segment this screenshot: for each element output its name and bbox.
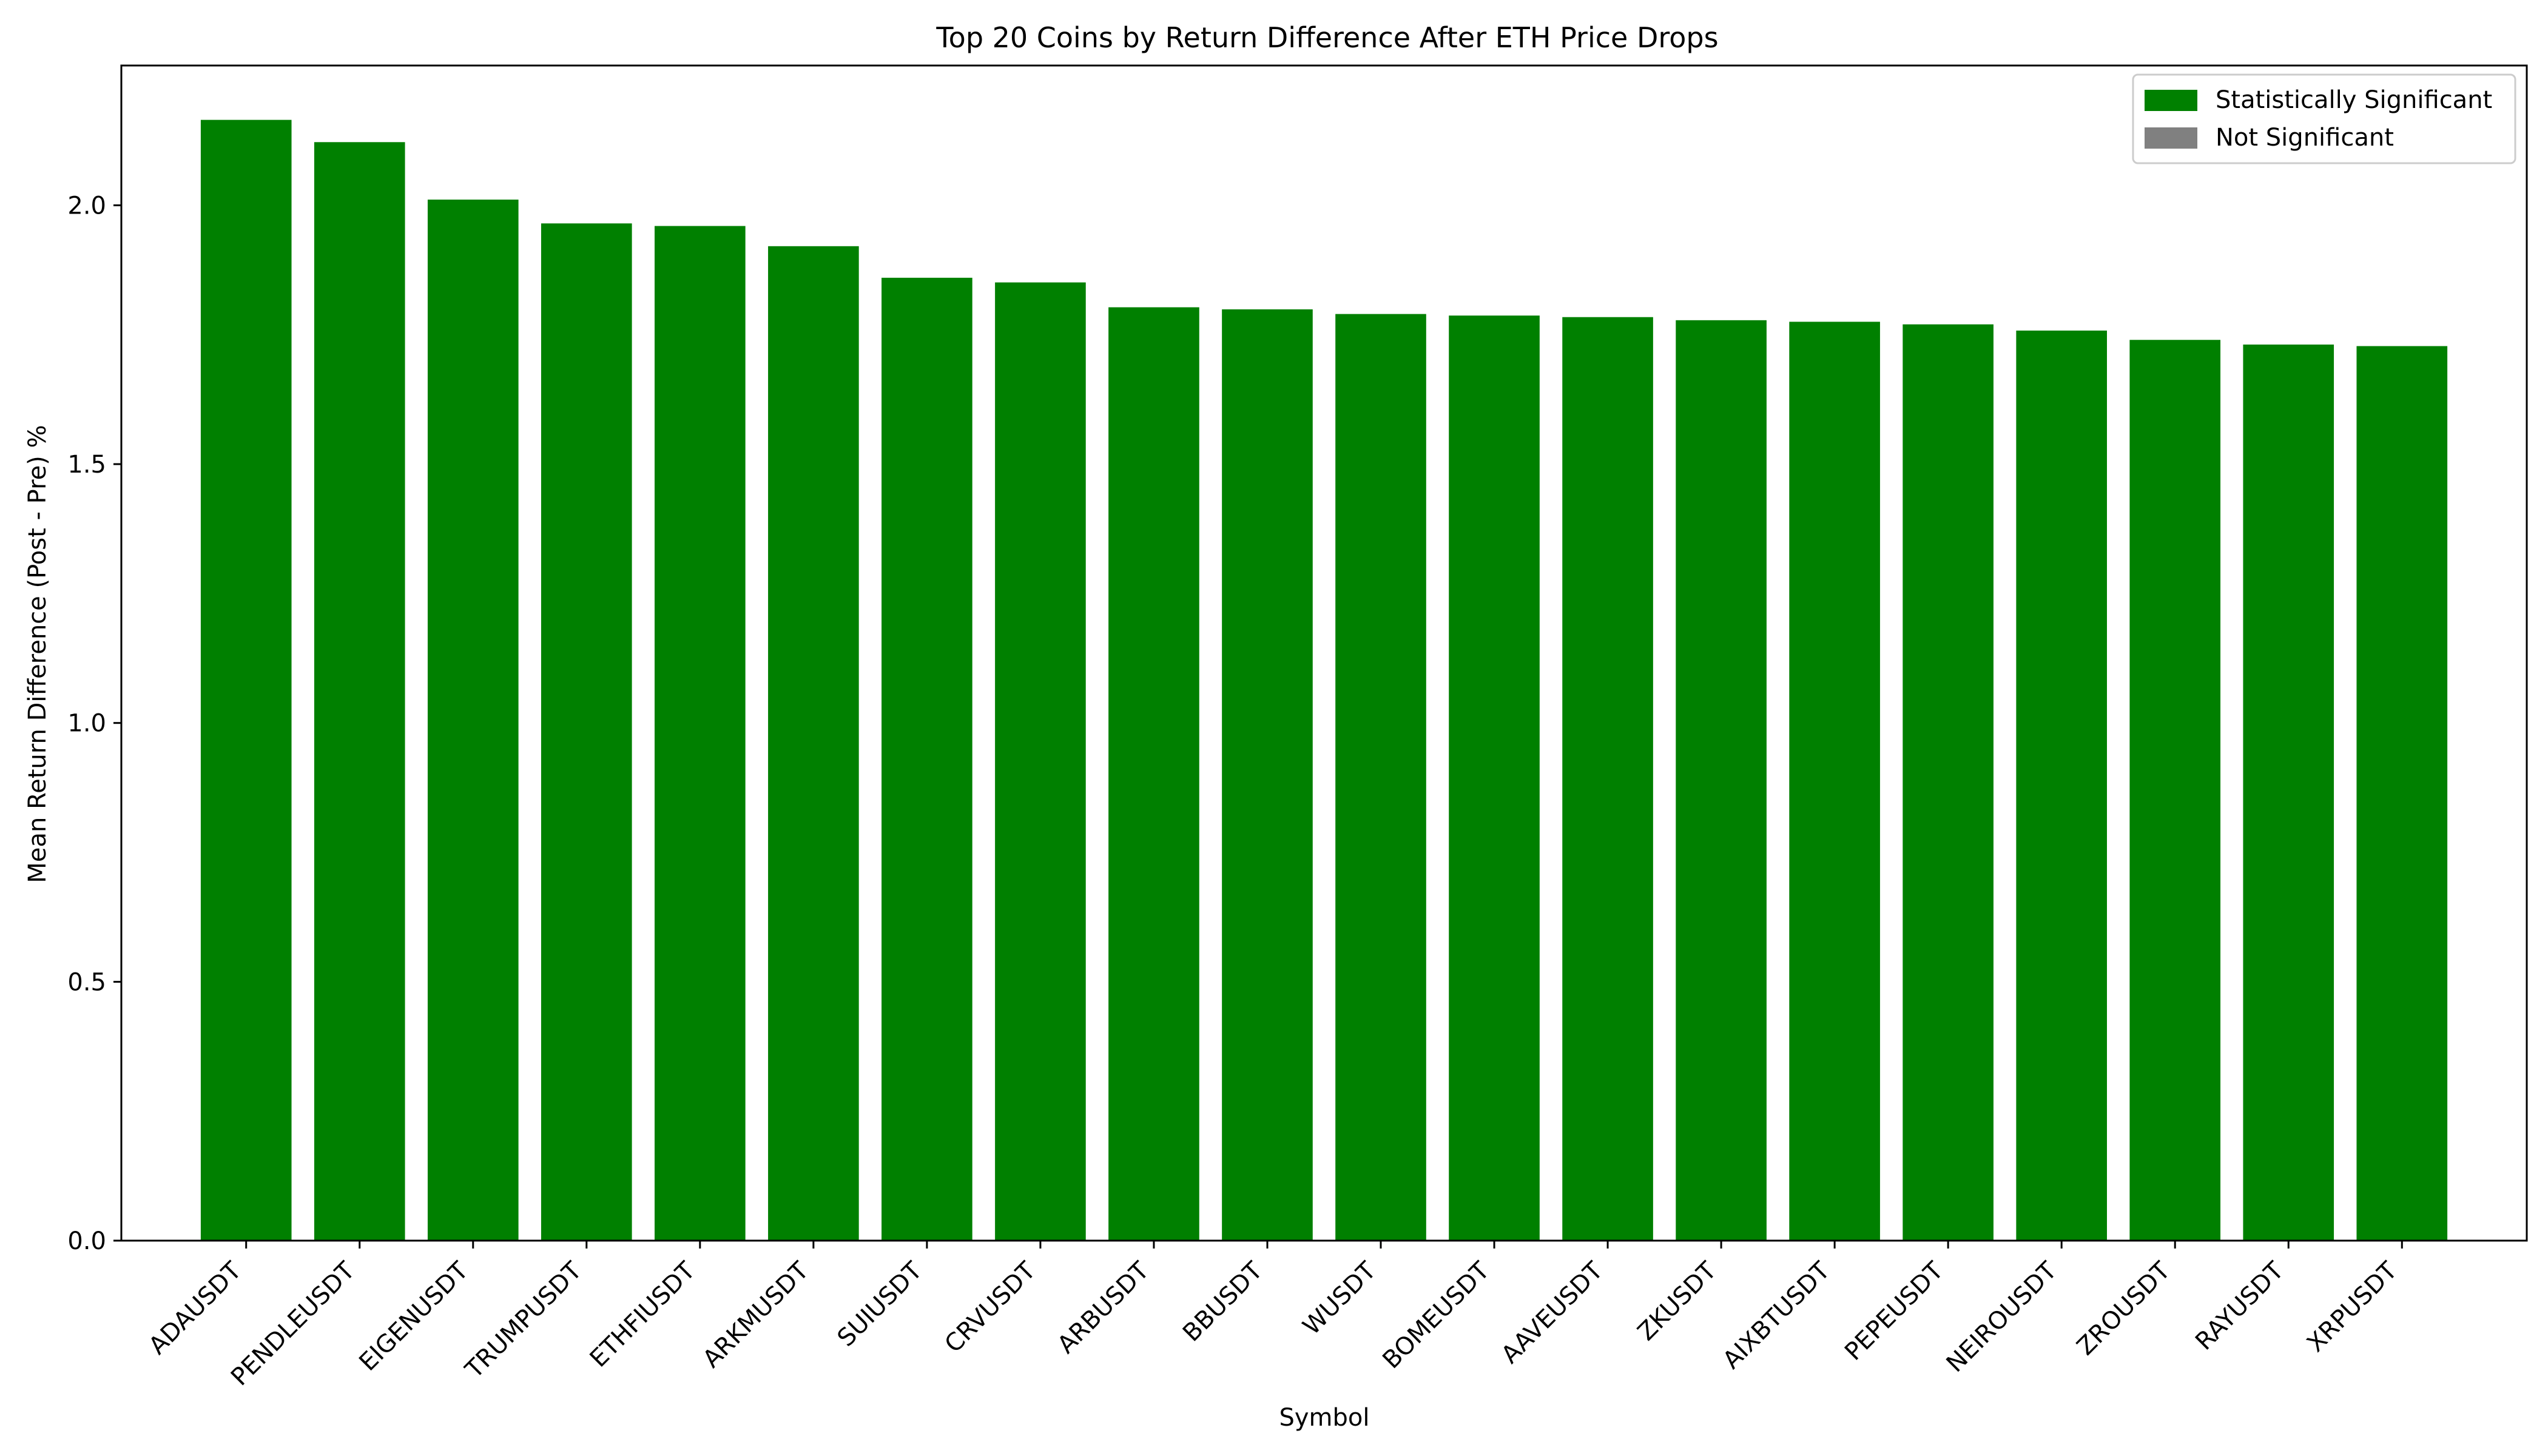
bar-adausdt [200,120,292,1241]
y-tick-label: 1.0 [67,710,106,738]
bar-arbusdt [1108,307,1199,1241]
chart-title: Top 20 Coins by Return Difference After … [935,21,1718,54]
y-axis: 0.0 0.5 1.0 1.5 2.0 [67,192,121,1255]
plot-frame [120,64,2528,1242]
y-tick-label: 0.5 [67,968,106,996]
bar-bomeusdt [1449,315,1540,1241]
bar-wusdt [1335,314,1426,1241]
legend-frame [2132,73,2516,164]
x-axis-label: Symbol [1279,1404,1369,1432]
y-tick-label: 0.0 [67,1227,106,1255]
bar-aixbtusdt [1789,322,1880,1241]
bar-zkusdt [1676,320,1767,1241]
bar-neirousdt [2016,330,2107,1241]
bar-trumpusdt [541,223,632,1241]
bar-pendleusdt [314,142,405,1241]
bar-suiusdt [881,277,972,1241]
bar-ethfiusdt [655,226,746,1241]
bar-rayusdt [2243,344,2334,1241]
y-tick-label: 2.0 [67,192,106,220]
legend-swatch-not-significant [2145,127,2197,149]
bar-aaveusdt [1562,317,1653,1241]
y-tick-label: 1.5 [67,451,106,479]
bars-group [200,120,2448,1241]
bar-eigenusdt [427,200,519,1241]
legend-label-significant: Statistically Significant [2216,86,2492,114]
legend-item-not-significant[interactable]: Not Significant [2145,124,2394,152]
legend-item-significant[interactable]: Statistically Significant [2145,86,2492,114]
bar-xrpusdt [2356,346,2448,1241]
bar-zrousdt [2129,340,2221,1241]
legend[interactable]: Statistically Significant Not Significan… [2132,73,2516,164]
bar-pepeusdt [1903,324,1994,1241]
bar-bbusdt [1222,309,1313,1241]
bar-crvusdt [995,282,1086,1241]
y-axis-label: Mean Return Difference (Post - Pre) % [24,425,52,883]
legend-swatch-significant [2145,90,2197,111]
legend-label-not-significant: Not Significant [2216,124,2394,152]
bar-arkmusdt [768,246,859,1241]
